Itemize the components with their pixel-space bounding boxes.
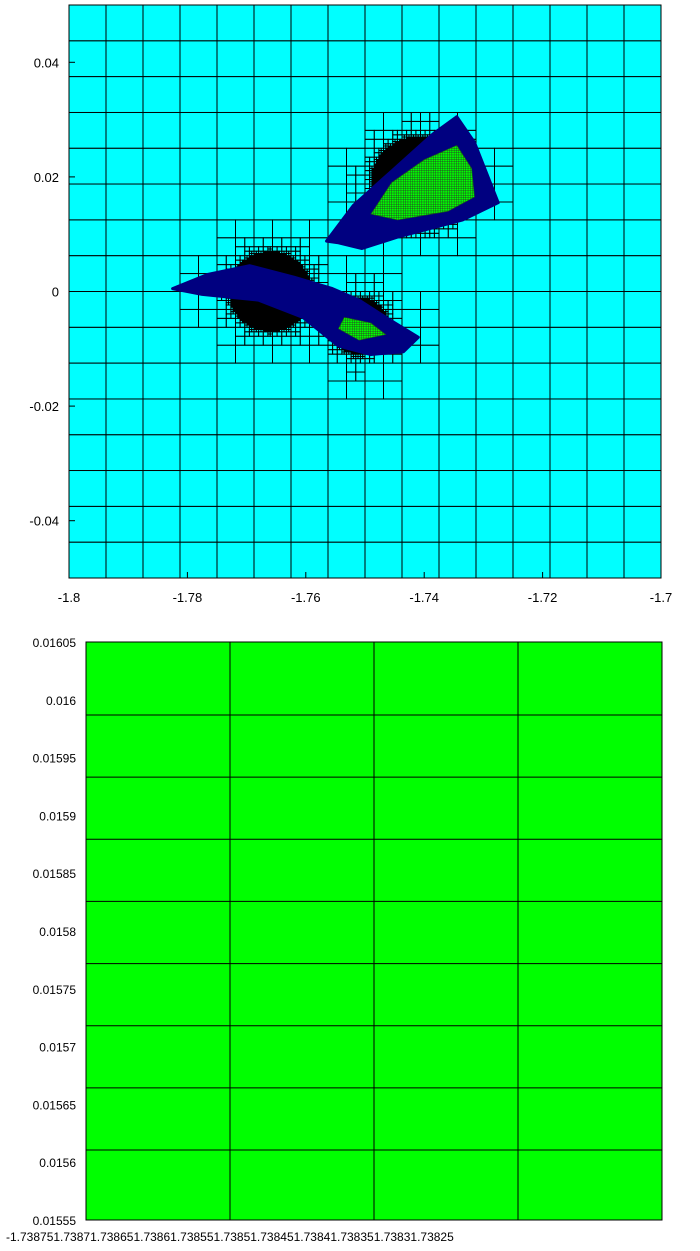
top-chart: -1.8 -1.78 -1.76 -1.74 -1.72 -1.7 0.040.020-0… <box>29 4 672 605</box>
